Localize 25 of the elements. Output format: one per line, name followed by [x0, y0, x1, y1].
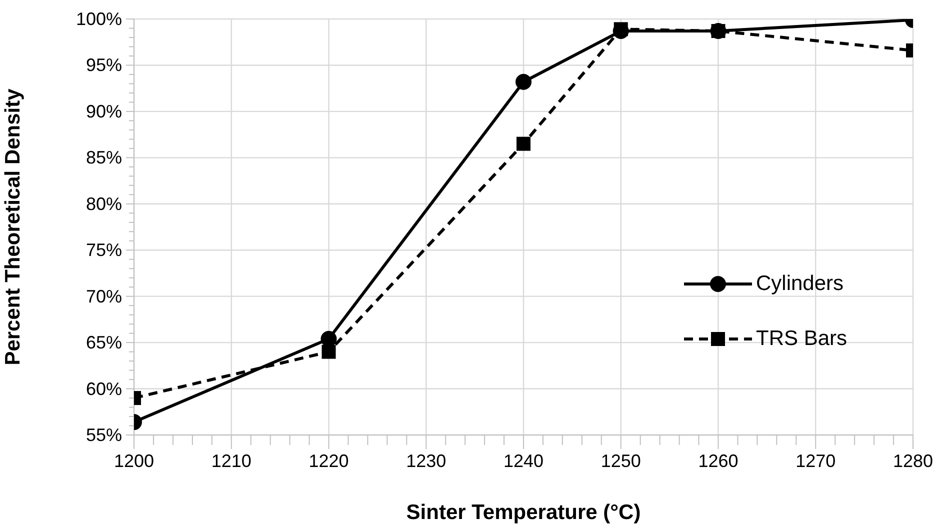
y-tick-label: 70%	[86, 286, 122, 306]
y-tick-label: 60%	[86, 378, 122, 399]
y-tick-label: 75%	[86, 240, 122, 260]
x-tick-label: 1210	[211, 451, 252, 471]
x-tick-label: 1280	[892, 451, 934, 471]
y-tick-label: 80%	[86, 194, 122, 214]
legend-label: TRS Bars	[756, 327, 848, 351]
y-tick-label: 90%	[86, 101, 122, 122]
y-tick-label: 95%	[86, 55, 122, 76]
x-tick-label: 1220	[308, 451, 349, 471]
x-tick-label: 1270	[796, 451, 836, 471]
y-tick-label: 100%	[76, 9, 122, 29]
y-tick-label: 85%	[86, 148, 122, 168]
x-tick-label: 1260	[698, 451, 738, 471]
x-tick-label: 1200	[114, 451, 154, 471]
x-tick-label: 1240	[503, 451, 544, 471]
legend-label: Cylinders	[756, 272, 844, 296]
x-tick-label: 1230	[406, 451, 446, 471]
point	[516, 136, 530, 151]
x-tick-label: 1250	[600, 451, 641, 471]
point	[516, 74, 532, 90]
y-tick-label: 55%	[86, 425, 122, 445]
y-tick-label: 65%	[86, 332, 122, 353]
x-axis-title: Sinter Temperature (°C)	[406, 501, 641, 524]
y-axis-title: Percent Theoretical Density	[1, 88, 24, 366]
